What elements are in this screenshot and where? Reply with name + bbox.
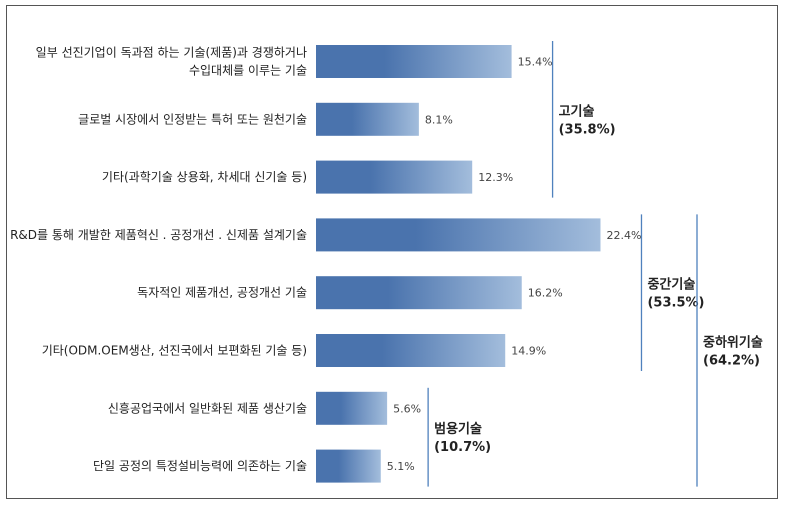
value-label: 5.1%	[387, 460, 415, 473]
group-share: (53.5%)	[647, 296, 704, 311]
group-share: (35.8%)	[559, 122, 616, 137]
group-label: 고기술	[559, 104, 595, 119]
chart-frame	[6, 5, 778, 499]
value-label: 16.2%	[528, 287, 563, 300]
value-label: 22.4%	[606, 229, 641, 242]
group-share: (10.7%)	[434, 440, 491, 455]
bar	[316, 218, 601, 252]
group-share: (64.2%)	[703, 354, 760, 369]
bar	[316, 334, 506, 367]
category-label: 글로벌 시장에서 인정받는 특허 또는 원천기술	[78, 111, 307, 126]
value-label: 8.1%	[425, 113, 453, 126]
category-label: 일부 선진기업이 독과점 하는 기술(제품)과 경쟁하거나	[36, 46, 307, 60]
group-label: 중하위기술	[703, 335, 763, 351]
category-label: R&D를 통해 개발한 제품혁신 . 공정개선 . 신제품 설계기술	[10, 228, 307, 242]
category-label: 신흥공업국에서 일반화된 제품 생산기술	[108, 401, 307, 415]
category-label: 독자적인 제품개선, 공정개선 기술	[137, 286, 307, 300]
group-label: 중간기술	[647, 277, 695, 293]
bar	[316, 45, 512, 78]
bar	[316, 391, 388, 425]
category-label: 기타(ODM.OEM생산, 선진국에서 보편화된 기술 등)	[42, 344, 307, 358]
value-label: 14.9%	[511, 345, 546, 358]
category-label: 수입대체를 이루는 기술	[189, 64, 307, 78]
value-label: 5.6%	[393, 402, 421, 415]
category-label: 기타(과학기술 상용화, 차세대 신기술 등)	[102, 170, 307, 184]
value-label: 12.3%	[478, 171, 513, 184]
group-label: 범용기술	[434, 421, 482, 437]
bar	[316, 102, 419, 136]
bar	[316, 160, 473, 194]
bar	[316, 449, 381, 483]
category-label: 단일 공정의 특정설비능력에 의존하는 기술	[93, 459, 307, 473]
bar	[316, 276, 522, 310]
value-label: 15.4%	[518, 56, 553, 69]
